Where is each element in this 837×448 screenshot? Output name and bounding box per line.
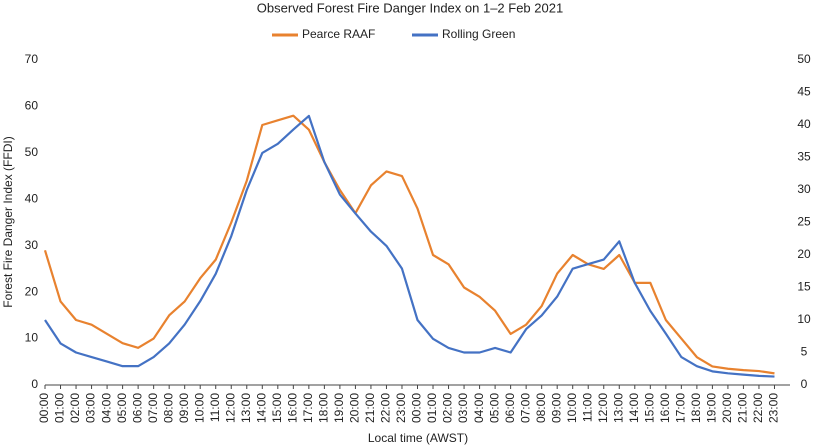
x-tick-label: 16:00: [286, 393, 300, 423]
x-tick-label: 15:00: [642, 393, 656, 423]
y2-tick-label: 45: [797, 85, 811, 99]
x-tick-label: 07:00: [146, 393, 160, 423]
x-tick-label: 23:00: [394, 393, 408, 423]
x-tick-label: 21:00: [736, 393, 750, 423]
x-tick-label: 10:00: [565, 393, 579, 423]
y-axis-label: Forest Fire Danger Index (FFDI): [1, 136, 15, 307]
series-line: [44, 114, 775, 378]
x-tick-label: 17:00: [301, 393, 315, 423]
x-tick-label: 07:00: [518, 393, 532, 423]
x-tick-label: 23:00: [767, 393, 781, 423]
y2-tick-label: 15: [797, 280, 811, 294]
y2-tick-label: 0: [801, 377, 808, 391]
y2-tick-label: 50: [797, 52, 811, 66]
x-tick-label: 13:00: [239, 393, 253, 423]
x-tick-label: 09:00: [177, 393, 191, 423]
x-tick-label: 13:00: [611, 393, 625, 423]
x-tick-label: 06:00: [503, 393, 517, 423]
x-tick-label: 17:00: [674, 393, 688, 423]
y2-tick-label: 30: [797, 182, 811, 196]
y-tick-label: 10: [25, 331, 39, 345]
series-line: [43, 114, 775, 375]
x-tick-label: 00:00: [410, 393, 424, 423]
y2-tick-label: 5: [801, 345, 808, 359]
x-tick-label: 08:00: [534, 393, 548, 423]
x-tick-label: 05:00: [487, 393, 501, 423]
x-tick-label: 20:00: [348, 393, 362, 423]
x-axis-label: Local time (AWST): [368, 431, 468, 445]
y-tick-label: 30: [25, 238, 39, 252]
x-tick-label: 20:00: [720, 393, 734, 423]
x-tick-label: 14:00: [254, 393, 268, 423]
y-tick-label: 0: [31, 377, 38, 391]
y2-tick-label: 35: [797, 150, 811, 164]
chart-title: Observed Forest Fire Danger Index on 1–2…: [257, 0, 563, 15]
x-tick-label: 05:00: [115, 393, 129, 423]
y2-tick-label: 25: [797, 215, 811, 229]
x-tick-label: 08:00: [161, 393, 175, 423]
x-tick-label: 18:00: [689, 393, 703, 423]
y-tick-label: 60: [25, 99, 39, 113]
legend-label: Rolling Green: [442, 27, 515, 41]
x-tick-label: 14:00: [627, 393, 641, 423]
y2-tick-label: 40: [797, 117, 811, 131]
x-tick-label: 02:00: [68, 393, 82, 423]
x-tick-label: 04:00: [472, 393, 486, 423]
x-tick-label: 12:00: [596, 393, 610, 423]
x-tick-label: 11:00: [580, 393, 594, 422]
x-tick-label: 22:00: [379, 393, 393, 423]
legend-label: Pearce RAAF: [302, 27, 375, 41]
y-tick-label: 40: [25, 191, 39, 205]
x-tick-label: 11:00: [208, 393, 222, 422]
x-tick-label: 22:00: [751, 393, 765, 423]
x-tick-label: 06:00: [130, 393, 144, 423]
y-tick-label: 50: [25, 145, 39, 159]
x-tick-label: 18:00: [317, 393, 331, 423]
x-tick-label: 16:00: [658, 393, 672, 423]
x-tick-label: 04:00: [99, 393, 113, 423]
x-tick-label: 19:00: [332, 393, 346, 423]
x-tick-label: 03:00: [456, 393, 470, 423]
x-tick-label: 12:00: [223, 393, 237, 423]
x-tick-label: 03:00: [84, 393, 98, 423]
x-tick-label: 15:00: [270, 393, 284, 423]
x-tick-label: 01:00: [53, 393, 67, 423]
x-tick-label: 00:00: [37, 393, 51, 423]
y-tick-label: 70: [25, 52, 39, 66]
x-tick-label: 02:00: [441, 393, 455, 423]
y-tick-label: 20: [25, 284, 39, 298]
y2-tick-label: 10: [797, 312, 811, 326]
x-tick-label: 09:00: [549, 393, 563, 423]
y2-tick-label: 20: [797, 247, 811, 261]
x-tick-label: 19:00: [705, 393, 719, 423]
x-tick-label: 21:00: [363, 393, 377, 423]
x-tick-label: 10:00: [192, 393, 206, 423]
x-tick-label: 01:00: [425, 393, 439, 423]
